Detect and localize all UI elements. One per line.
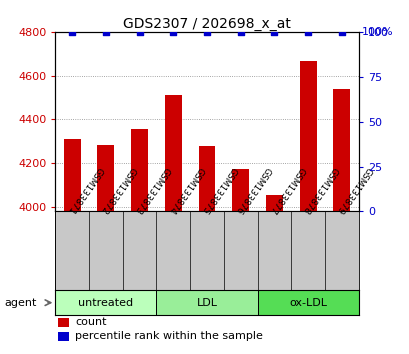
Point bbox=[136, 29, 143, 35]
Text: GSM133873: GSM133873 bbox=[132, 165, 171, 215]
Text: ox-LDL: ox-LDL bbox=[288, 298, 326, 308]
Point bbox=[237, 29, 243, 35]
Text: agent: agent bbox=[4, 298, 36, 308]
Bar bbox=[265, 195, 282, 211]
Text: GSM133875: GSM133875 bbox=[199, 165, 238, 215]
Bar bbox=[64, 139, 81, 211]
Point bbox=[102, 29, 109, 35]
Bar bbox=[55, 290, 156, 315]
Bar bbox=[232, 169, 249, 211]
Point bbox=[69, 29, 75, 35]
Bar bbox=[333, 89, 349, 211]
Point bbox=[170, 29, 176, 35]
Text: GSM133876: GSM133876 bbox=[233, 165, 272, 215]
Text: GSM133871: GSM133871 bbox=[65, 165, 103, 215]
Text: GSM133877: GSM133877 bbox=[266, 165, 305, 215]
Bar bbox=[58, 332, 69, 341]
Text: 100%: 100% bbox=[361, 27, 393, 37]
Title: GDS2307 / 202698_x_at: GDS2307 / 202698_x_at bbox=[123, 17, 290, 31]
Text: count: count bbox=[75, 317, 106, 327]
Point bbox=[203, 29, 210, 35]
Point bbox=[304, 29, 311, 35]
Point bbox=[270, 29, 277, 35]
Text: LDL: LDL bbox=[196, 298, 217, 308]
Text: GSM133879: GSM133879 bbox=[334, 165, 373, 215]
Text: untreated: untreated bbox=[78, 298, 133, 308]
Bar bbox=[257, 290, 358, 315]
Text: GSM133874: GSM133874 bbox=[166, 165, 204, 215]
Bar bbox=[164, 95, 181, 211]
Bar bbox=[58, 318, 69, 326]
Bar bbox=[299, 62, 316, 211]
Bar bbox=[131, 129, 148, 211]
Bar bbox=[97, 145, 114, 211]
Bar bbox=[156, 290, 257, 315]
Text: percentile rank within the sample: percentile rank within the sample bbox=[75, 331, 262, 341]
Text: GSM133878: GSM133878 bbox=[300, 165, 339, 215]
Point bbox=[338, 29, 344, 35]
Bar bbox=[198, 146, 215, 211]
Text: GSM133872: GSM133872 bbox=[98, 165, 137, 215]
